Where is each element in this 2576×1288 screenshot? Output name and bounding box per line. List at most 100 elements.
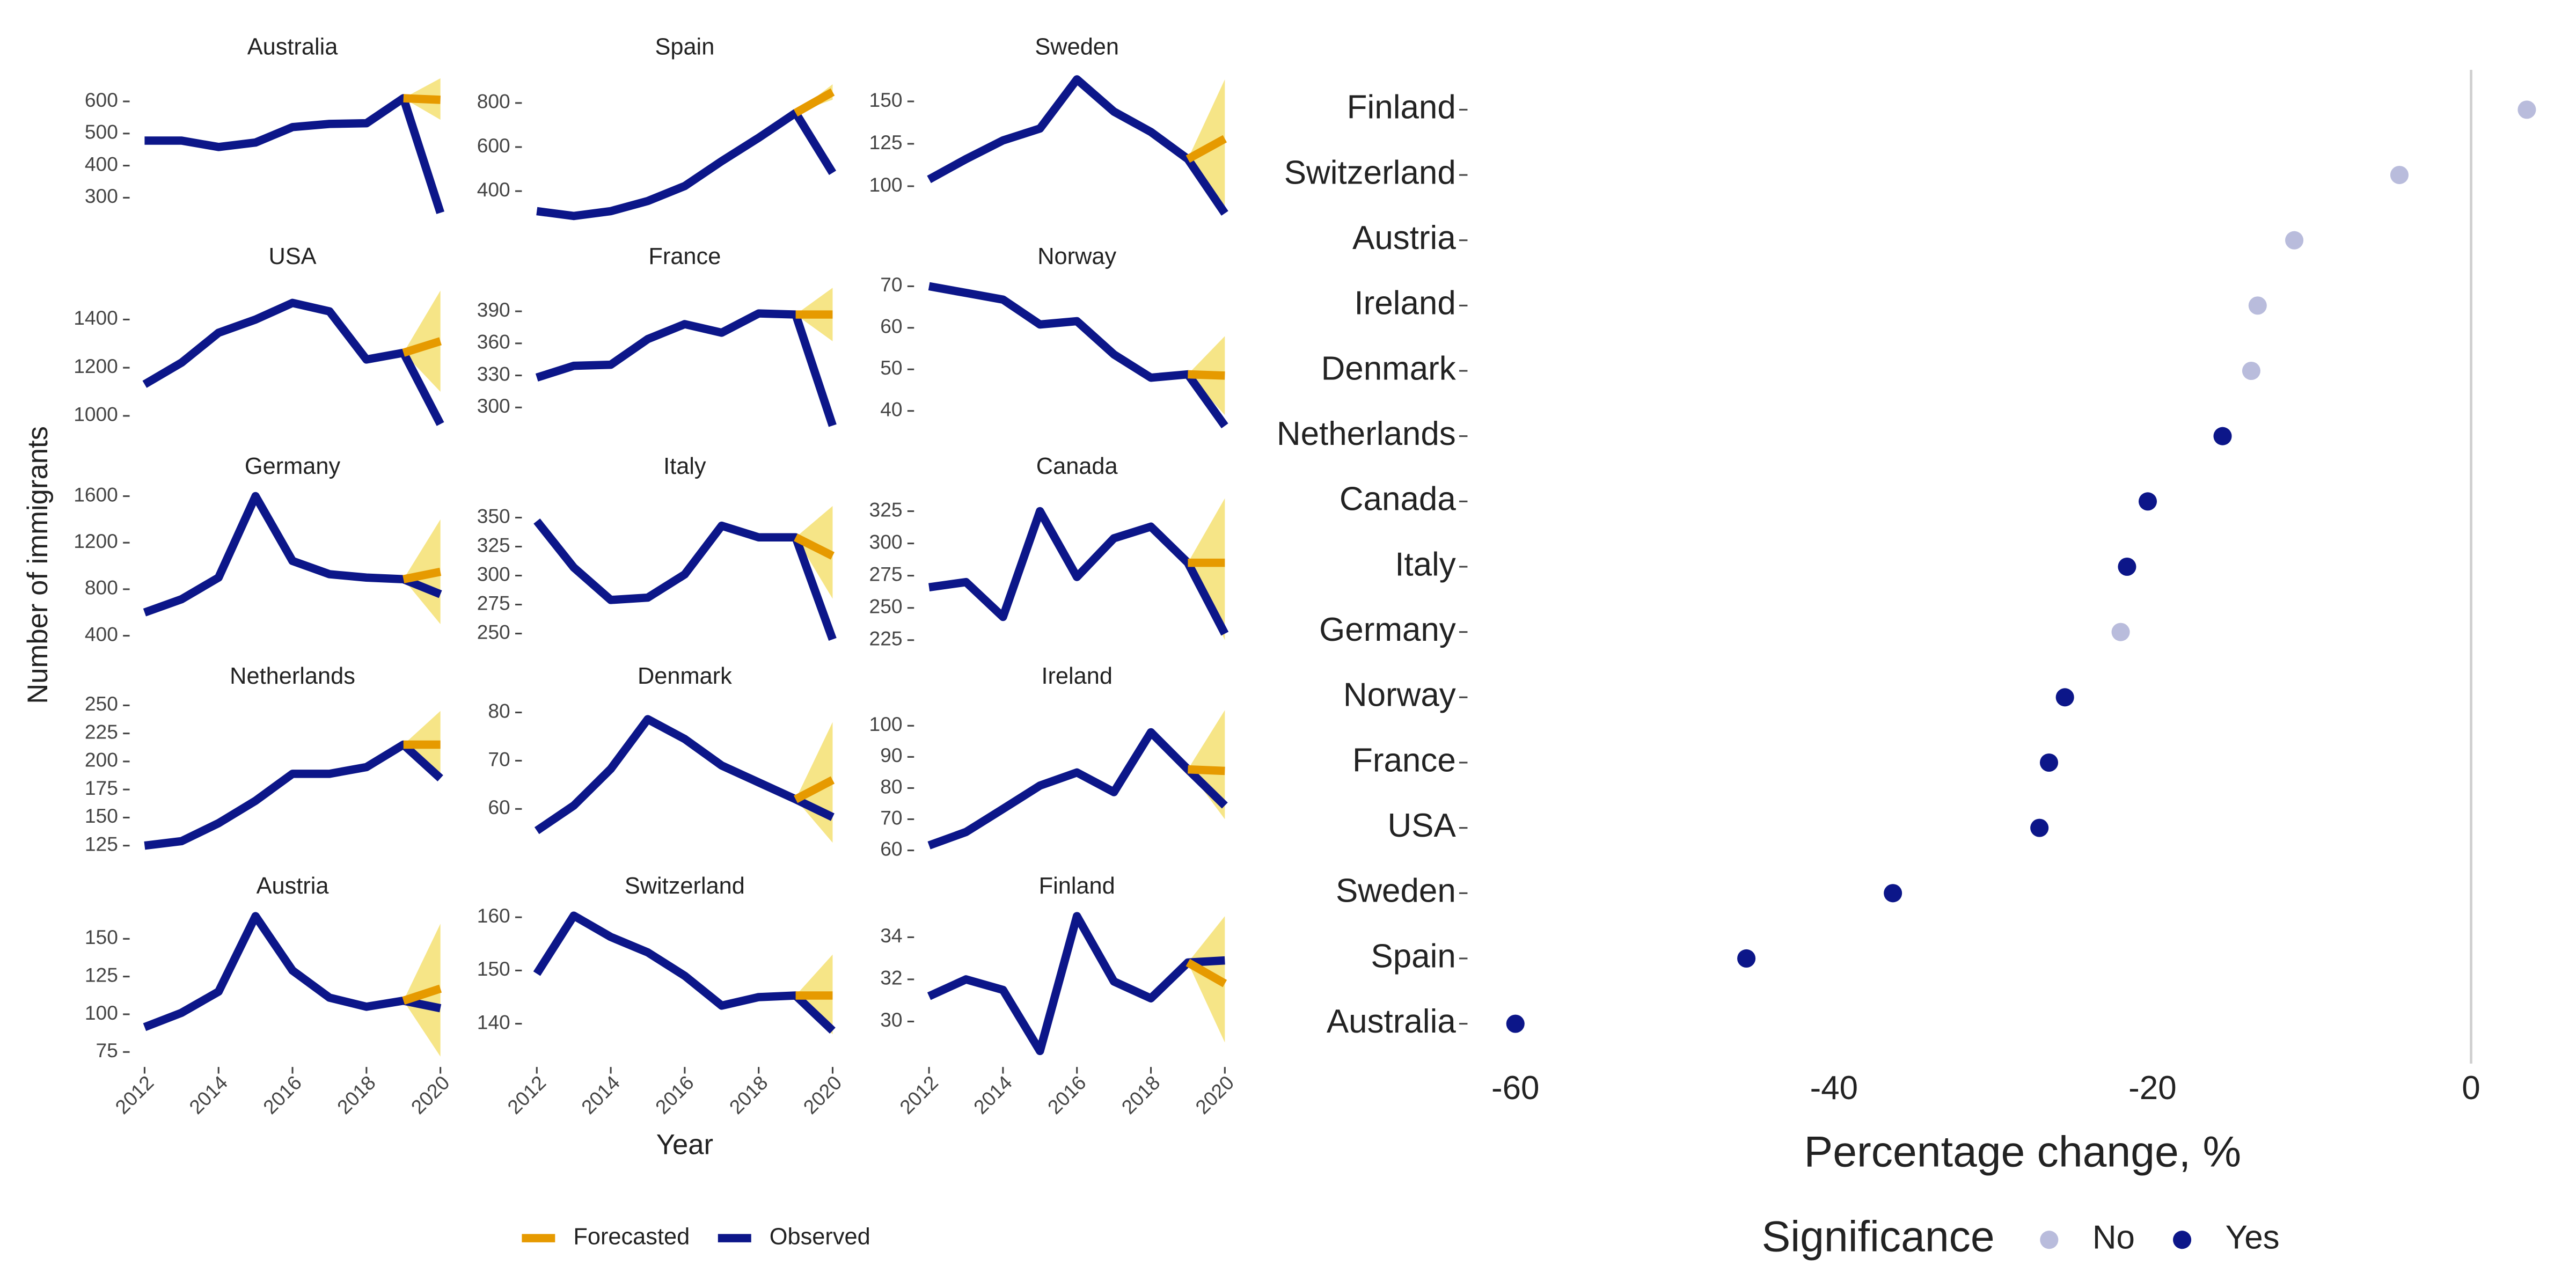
forecast-line	[1185, 958, 1227, 987]
y-tick-label: 60	[488, 796, 510, 818]
y-tick-label: 250	[85, 692, 118, 715]
forecast-line	[1188, 765, 1225, 775]
y-tick-label: 100	[869, 173, 903, 196]
category-label: Finland	[1347, 89, 1456, 126]
panel-title: Canada	[1036, 453, 1118, 479]
legend-label: Observed	[770, 1224, 870, 1250]
y-tick-label: 275	[869, 562, 903, 585]
point	[2248, 296, 2267, 315]
x-axis-label: Percentage change, %	[1804, 1128, 2242, 1176]
y-tick-label: 400	[85, 623, 118, 645]
forecast-line	[402, 337, 442, 357]
y-tick-label: 175	[85, 777, 118, 799]
category-label: Spain	[1371, 938, 1455, 975]
point	[2242, 361, 2260, 380]
category-label: Italy	[1395, 546, 1456, 583]
point	[2111, 623, 2130, 641]
category-label: Ireland	[1354, 285, 1455, 322]
y-tick-label: 100	[85, 1001, 118, 1024]
forecast-line	[1185, 135, 1227, 163]
y-tick-label: 160	[477, 904, 510, 927]
panel-title: Germany	[245, 453, 341, 479]
observed-line	[928, 507, 1229, 636]
x-tick-label: 2012	[503, 1071, 550, 1118]
point	[2055, 688, 2074, 707]
y-tick-label: 330	[477, 362, 510, 385]
point	[2039, 753, 2059, 772]
y-tick-label: 300	[477, 394, 510, 417]
y-tick-label: 350	[477, 504, 510, 527]
forecast-line	[1188, 370, 1225, 380]
observed-line	[533, 518, 837, 641]
forecast-line	[793, 776, 835, 803]
y-tick-label: 300	[85, 185, 118, 207]
y-tick-label: 400	[85, 152, 118, 175]
x-tick-label: 2014	[185, 1071, 232, 1118]
category-label: Switzerland	[1284, 154, 1456, 191]
y-tick-label: 150	[869, 89, 903, 111]
y-tick-label: 70	[880, 806, 902, 829]
y-tick-label: 140	[477, 1011, 510, 1033]
point	[1506, 1014, 1525, 1033]
y-tick-label: 300	[869, 530, 903, 553]
panel-title: Finland	[1039, 873, 1115, 899]
observed-line	[927, 912, 1225, 1056]
point	[2285, 231, 2304, 250]
forecast-line	[793, 88, 835, 117]
forecast-interval	[1188, 498, 1225, 640]
y-tick-label: 600	[477, 134, 510, 157]
x-tick-label: 2020	[1191, 1071, 1238, 1118]
y-tick-label: 75	[96, 1039, 118, 1062]
panel-title: Ireland	[1041, 663, 1113, 689]
y-tick-label: 300	[477, 562, 510, 585]
y-tick-label: 325	[869, 498, 903, 521]
y-tick-label: 1600	[74, 483, 118, 506]
x-tick-label: 2016	[259, 1071, 306, 1118]
x-tick-label: 2018	[333, 1071, 380, 1118]
observed-line	[143, 492, 442, 617]
forecast-line	[403, 94, 441, 104]
y-tick-label: 34	[880, 924, 902, 947]
category-label: USA	[1387, 807, 1456, 844]
y-tick-label: 1000	[74, 403, 118, 426]
y-tick-label: 60	[880, 837, 902, 860]
observed-line	[534, 715, 835, 835]
y-tick-label: 70	[880, 273, 902, 296]
y-tick-label: 1200	[74, 530, 118, 552]
point	[2518, 100, 2536, 119]
y-tick-label: 90	[880, 744, 902, 766]
category-label: France	[1352, 742, 1456, 779]
y-tick-label: 70	[488, 748, 510, 770]
point	[1884, 884, 1902, 903]
panel-title: Denmark	[638, 663, 732, 689]
legend-swatch	[2173, 1231, 2192, 1249]
category-label: Sweden	[1336, 873, 1456, 910]
y-tick-label: 150	[85, 804, 118, 827]
category-label: Netherlands	[1277, 415, 1456, 452]
y-tick-label: 800	[477, 90, 510, 113]
x-tick-label: 2020	[406, 1071, 453, 1118]
legend-label: Yes	[2226, 1219, 2280, 1256]
observed-line	[536, 108, 837, 221]
observed-line	[928, 282, 1228, 429]
y-tick-label: 325	[477, 533, 510, 556]
observed-line	[144, 740, 443, 850]
y-tick-label: 80	[880, 775, 902, 797]
observed-line	[927, 75, 1228, 216]
legend-swatch	[2040, 1231, 2059, 1249]
category-label: Canada	[1340, 481, 1456, 518]
y-tick-label: 800	[85, 576, 118, 599]
x-tick-label: 2020	[799, 1071, 846, 1118]
forecast-interval	[403, 924, 441, 1057]
y-tick-label: 125	[869, 131, 903, 153]
point	[2138, 492, 2157, 511]
panel-title: Australia	[247, 34, 339, 60]
forecast-interval	[1188, 916, 1225, 1043]
point	[2030, 818, 2049, 837]
y-tick-label: 150	[477, 957, 510, 980]
forecast-line	[402, 567, 442, 583]
observed-line	[535, 309, 837, 427]
category-label: Austria	[1352, 219, 1456, 257]
x-tick-label: 2018	[1117, 1071, 1164, 1118]
